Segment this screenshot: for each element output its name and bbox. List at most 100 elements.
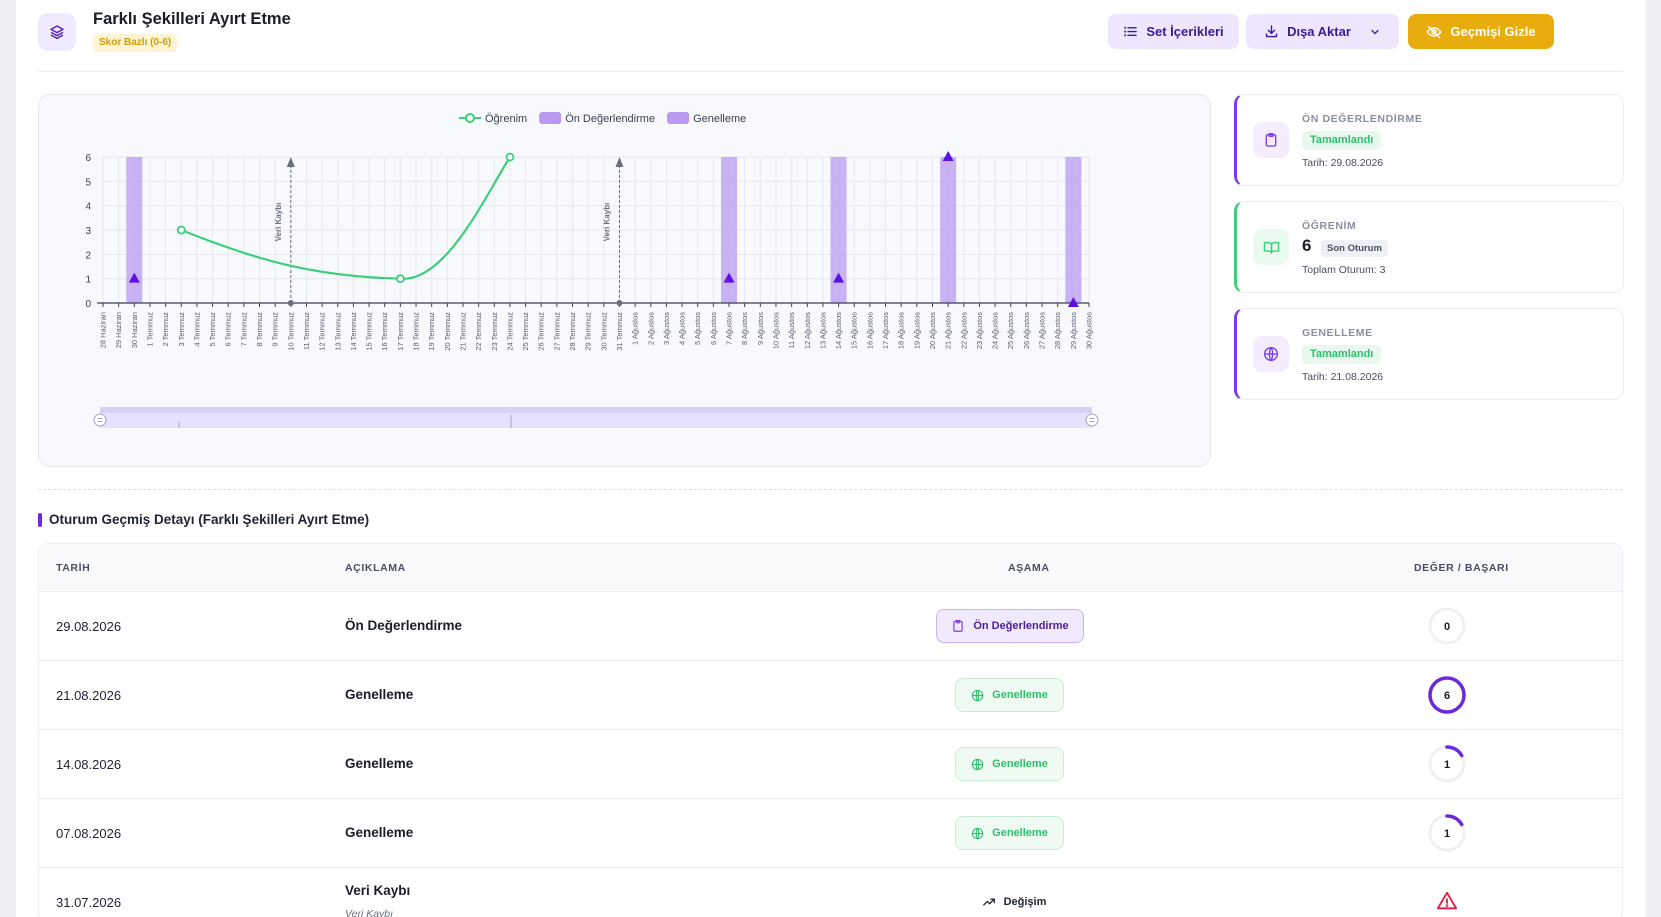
x-tick-label: 15 Temmuz	[365, 312, 374, 351]
score-value: 1	[1444, 828, 1450, 840]
stat-label: GENELLEME	[1302, 327, 1373, 339]
status-badge: Tamamlandı	[1302, 131, 1382, 150]
history-table: TARİH AÇIKLAMA AŞAMA DEĞER / BAŞARI 29.0…	[38, 543, 1623, 917]
x-tick-label: 2 Temmuz	[161, 312, 170, 347]
row-date: 14.08.2026	[56, 757, 122, 772]
x-tick-label: 1 Ağustos	[631, 312, 640, 345]
stat-card-pre-assessment: ÖN DEĞERLENDİRME Tamamlandı Tarih: 29.08…	[1234, 94, 1624, 186]
col-date: TARİH	[56, 562, 91, 574]
x-tick-label: 18 Temmuz	[412, 312, 421, 351]
globe-icon	[971, 758, 984, 770]
stage-label: Genelleme	[992, 758, 1048, 770]
scoring-badge: Skor Bazlı (0-6)	[93, 34, 178, 52]
hide-history-button[interactable]: Geçmişi Gizle	[1408, 14, 1554, 49]
x-tick-label: 8 Temmuz	[255, 312, 264, 347]
score-ring-track	[1428, 607, 1466, 645]
last-session-tag: Son Oturum	[1321, 240, 1388, 257]
x-tick-label: 19 Temmuz	[427, 312, 436, 351]
export-button[interactable]: Dışa Aktar	[1246, 14, 1399, 49]
x-tick-label: 17 Ağustos	[881, 312, 890, 349]
row-description: Genelleme	[345, 756, 414, 771]
book-icon	[1253, 229, 1289, 265]
annotation-label: Veri Kaybı	[274, 203, 283, 242]
x-tick-label: 27 Temmuz	[552, 312, 561, 351]
x-tick-label: 9 Temmuz	[271, 312, 280, 347]
learning-point	[395, 274, 405, 284]
set-contents-button[interactable]: Set İçerikleri	[1108, 14, 1239, 49]
stat-value: 6	[1302, 236, 1312, 255]
stat-date: Tarih: 21.08.2026	[1302, 371, 1384, 383]
x-tick-label: 22 Ağustos	[959, 312, 968, 349]
section-divider	[38, 489, 1623, 490]
x-tick-label: 21 Temmuz	[458, 312, 467, 351]
score-ring-fill	[1428, 745, 1466, 783]
stat-date: Tarih: 29.08.2026	[1302, 157, 1384, 169]
x-tick-label: 28 Ağustos	[1053, 312, 1062, 349]
session-band	[721, 157, 738, 303]
x-tick-label: 12 Ağustos	[803, 312, 812, 349]
stat-label: ÖN DEĞERLENDİRME	[1302, 113, 1423, 125]
table-row[interactable]: 07.08.2026 Genelleme Genelleme 1	[39, 799, 1622, 868]
learning-point	[505, 152, 515, 162]
annotation-label: Veri Kaybı	[602, 203, 611, 242]
stage-label: Genelleme	[992, 827, 1048, 839]
table-row[interactable]: 31.07.2026 Veri Kaybı Veri Kaybı Değişim	[39, 868, 1622, 917]
x-tick-label: 22 Temmuz	[474, 312, 483, 351]
stage-label: Değişim	[1003, 896, 1047, 908]
x-tick-label: 2 Ağustos	[646, 312, 655, 345]
legend-swatch	[667, 112, 690, 124]
stat-card-learning: ÖĞRENİM 6 Son Oturum Toplam Oturum: 3	[1234, 201, 1624, 293]
x-tick-label: 17 Temmuz	[396, 312, 405, 351]
zoom-slider	[93, 407, 1099, 428]
x-tick-label: 20 Ağustos	[928, 312, 937, 349]
eye-off-icon	[1426, 25, 1442, 38]
x-tick-label: 27 Ağustos	[1038, 312, 1047, 349]
row-description: Ön Değerlendirme	[345, 618, 463, 633]
score-ring-fill	[1428, 814, 1466, 852]
x-tick-label: 11 Ağustos	[787, 312, 796, 349]
x-tick-label: 4 Ağustos	[678, 312, 687, 345]
stage-badge: Değişim	[979, 885, 1049, 917]
zoom-slider-overview	[100, 407, 1092, 413]
annotation-arrow	[286, 157, 295, 167]
stage-badge: Genelleme	[955, 678, 1064, 712]
x-tick-label: 21 Ağustos	[944, 312, 953, 349]
score-value: 6	[1444, 690, 1450, 702]
table-row[interactable]: 14.08.2026 Genelleme Genelleme 1	[39, 730, 1622, 799]
table-row[interactable]: 21.08.2026 Genelleme Genelleme 6	[39, 661, 1622, 730]
x-tick-label: 29 Temmuz	[584, 312, 593, 351]
x-tick-label: 9 Ağustos	[756, 312, 765, 345]
col-stage: AŞAMA	[1008, 562, 1050, 574]
x-tick-label: 26 Ağustos	[1022, 312, 1031, 349]
session-marker	[128, 272, 140, 283]
x-tick-label: 5 Ağustos	[693, 312, 702, 345]
table-row[interactable]: 29.08.2026 Ön Değerlendirme Ön Değerlend…	[39, 592, 1622, 661]
x-tick-label: 6 Ağustos	[709, 312, 718, 345]
stage-label: Genelleme	[992, 689, 1048, 701]
session-band	[940, 157, 957, 303]
x-tick-label: 24 Ağustos	[991, 312, 1000, 349]
history-section-title: Oturum Geçmiş Detayı (Farklı Şekilleri A…	[38, 512, 369, 527]
row-date: 07.08.2026	[56, 826, 122, 841]
warning-icon	[1436, 891, 1458, 910]
x-tick-label: 19 Ağustos	[912, 312, 921, 349]
y-tick-label: 3	[85, 226, 91, 237]
x-tick-label: 16 Ağustos	[865, 312, 874, 349]
x-tick-label: 16 Temmuz	[380, 312, 389, 351]
x-tick-label: 11 Temmuz	[302, 312, 311, 350]
row-description: Genelleme	[345, 687, 414, 702]
y-tick-label: 1	[85, 275, 91, 286]
learning-line	[180, 156, 511, 280]
row-date: 31.07.2026	[56, 895, 122, 910]
list-icon	[1124, 26, 1138, 37]
status-badge: Tamamlandı	[1302, 345, 1382, 364]
annotation-dot	[287, 300, 294, 306]
score-value: 1	[1444, 759, 1450, 771]
row-date: 21.08.2026	[56, 688, 122, 703]
annotation-dot	[616, 300, 623, 306]
session-marker	[833, 272, 845, 283]
session-marker	[1067, 297, 1079, 307]
set-contents-label: Set İçerikleri	[1146, 24, 1224, 39]
row-subtitle: Veri Kaybı	[345, 908, 394, 917]
row-description: Veri Kaybı	[345, 883, 411, 898]
